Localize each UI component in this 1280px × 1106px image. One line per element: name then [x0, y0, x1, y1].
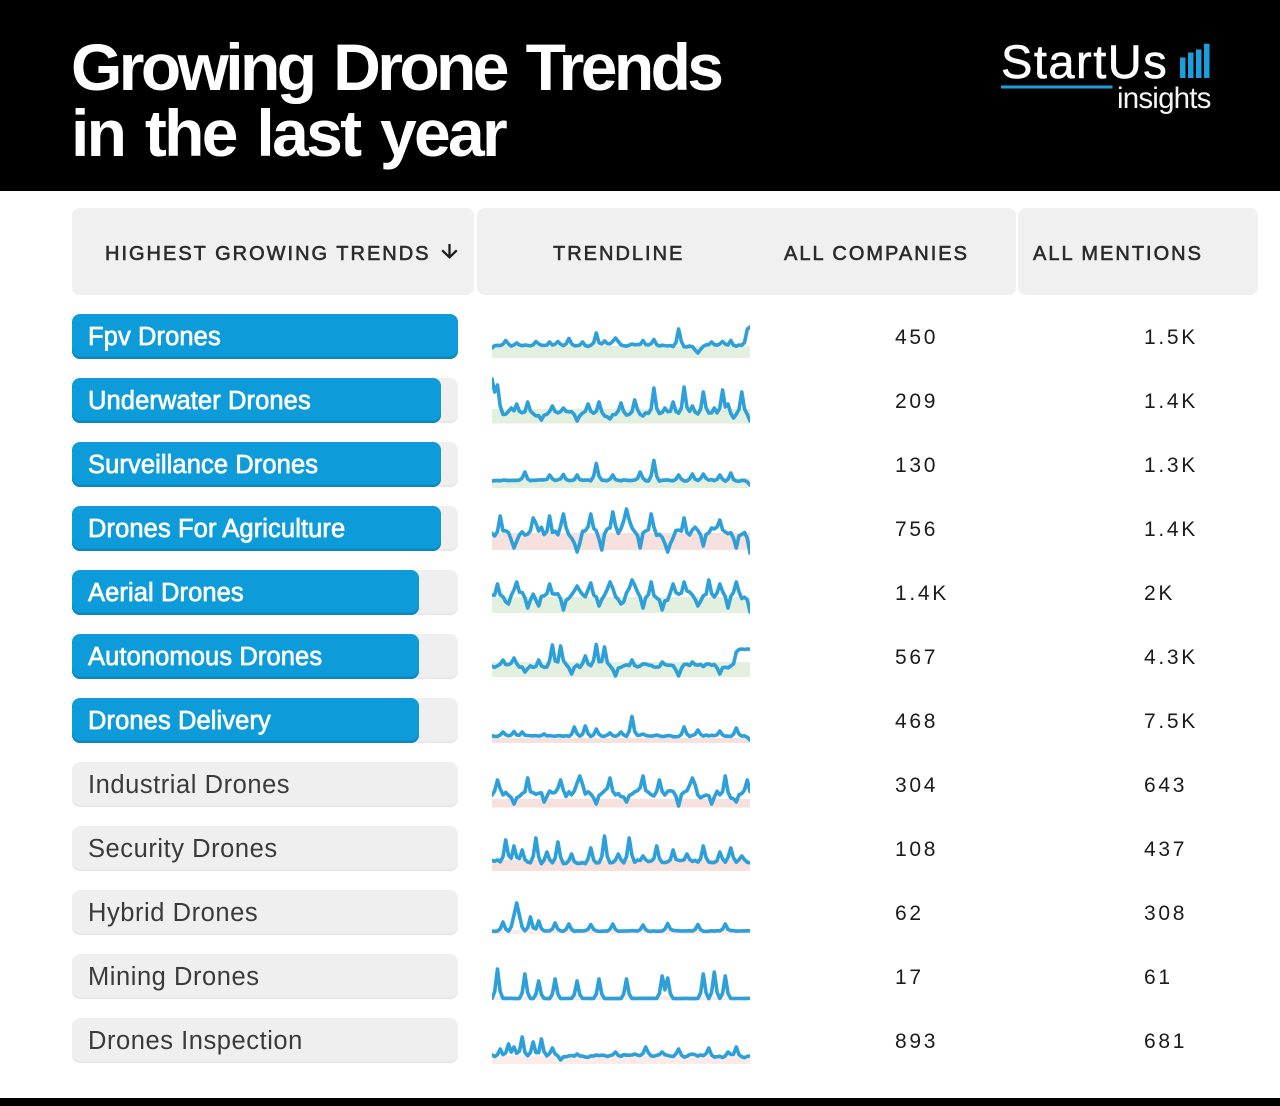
svg-text:insights: insights [1117, 82, 1211, 115]
svg-text:StartUs: StartUs [1001, 40, 1168, 88]
